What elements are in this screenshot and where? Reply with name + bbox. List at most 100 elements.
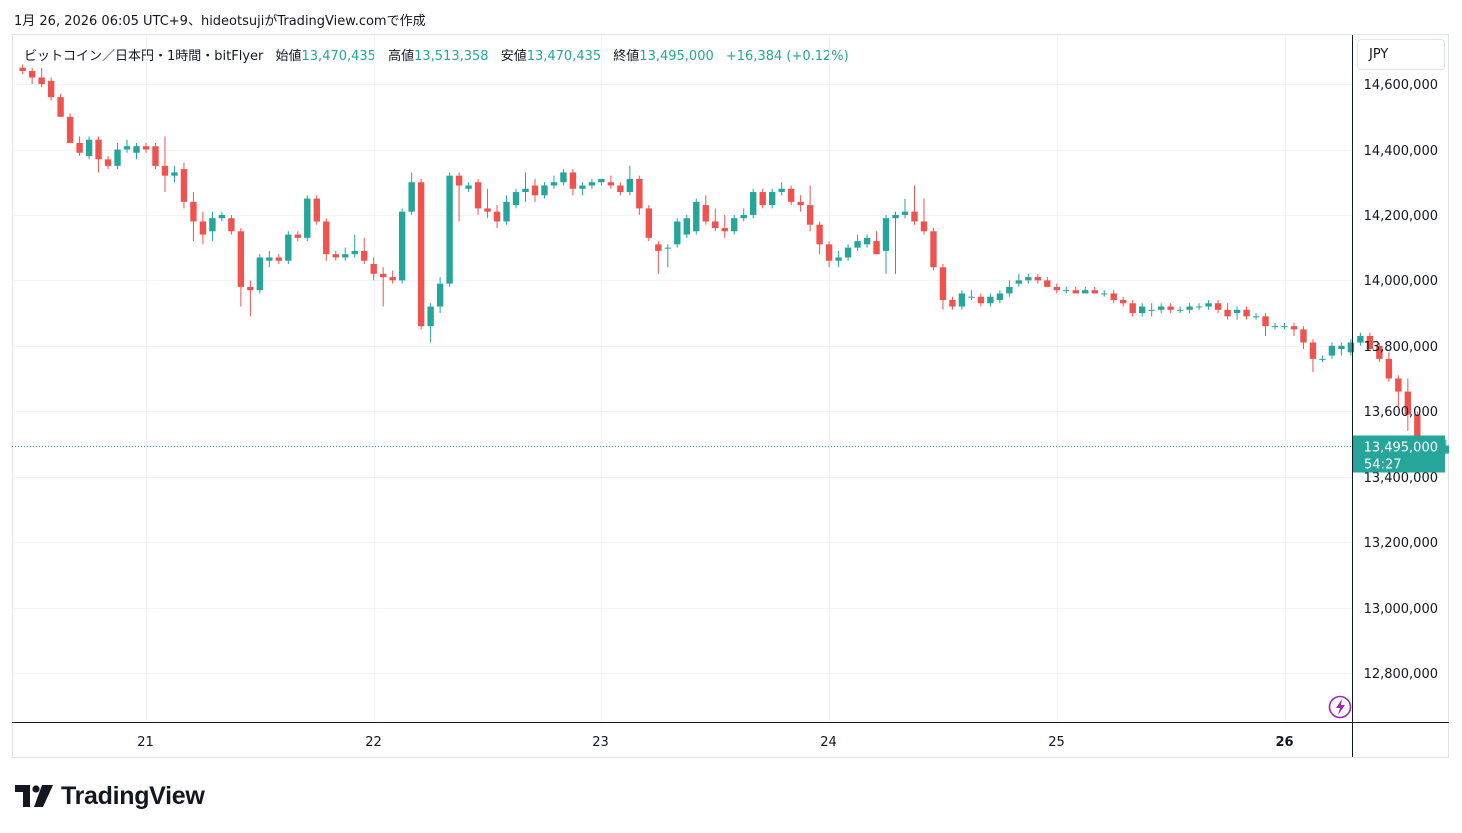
candle-body xyxy=(1205,303,1212,307)
candle xyxy=(1148,303,1155,317)
candle xyxy=(361,237,368,264)
legend-open-label: 始値 xyxy=(275,49,302,64)
candle-body xyxy=(1357,335,1364,343)
candle-body xyxy=(541,185,548,196)
y-tick-label: 14,400,000 xyxy=(1364,144,1438,159)
x-tick-label: 21 xyxy=(137,735,154,750)
candle xyxy=(787,185,795,206)
legend-symbol[interactable]: ビットコイン／日本円・1時間・bitFlyer xyxy=(24,49,264,64)
candle-body xyxy=(617,185,624,193)
candle-body xyxy=(693,201,700,232)
candle-body xyxy=(550,182,558,186)
candle-body xyxy=(1347,342,1355,353)
legend-low-value: 13,470,435 xyxy=(526,49,602,64)
candle-body xyxy=(323,221,330,255)
candle-body xyxy=(1148,309,1155,311)
candle-body xyxy=(1224,309,1231,317)
candle xyxy=(1290,322,1298,336)
candle xyxy=(958,290,966,310)
candle xyxy=(228,214,235,235)
candle-body xyxy=(825,244,833,261)
y-tick-label: 12,800,000 xyxy=(1364,667,1438,682)
tradingview-logo: TradingView xyxy=(15,782,205,810)
candle xyxy=(484,188,491,219)
candle xyxy=(427,303,434,343)
currency-button[interactable]: JPY xyxy=(1357,39,1445,70)
candle-body xyxy=(436,283,444,307)
candle xyxy=(304,195,311,242)
candle xyxy=(1176,306,1184,314)
candle xyxy=(949,296,956,310)
candle xyxy=(882,214,890,274)
candle-body xyxy=(446,175,453,284)
candle xyxy=(199,211,207,245)
candle-body xyxy=(455,175,463,186)
x-tick-label: 22 xyxy=(365,735,382,750)
candle xyxy=(1186,303,1193,314)
candle xyxy=(930,228,937,271)
candle xyxy=(1243,306,1250,320)
candle-body xyxy=(1290,326,1298,330)
candle-body xyxy=(1082,290,1089,294)
candle xyxy=(655,241,662,274)
y-tick-label: 14,600,000 xyxy=(1364,78,1438,93)
candles xyxy=(19,64,1449,467)
candle xyxy=(180,162,188,209)
candle xyxy=(522,172,529,202)
candle-body xyxy=(1138,306,1146,314)
candle-body xyxy=(911,211,918,222)
candle xyxy=(256,254,264,294)
candle xyxy=(1015,273,1023,287)
candle-body xyxy=(1281,326,1288,328)
candle xyxy=(541,182,548,199)
candle xyxy=(1262,313,1269,336)
candle xyxy=(446,172,453,287)
candle-body xyxy=(484,208,491,212)
candle xyxy=(569,169,577,196)
candle-body xyxy=(683,218,690,235)
candle-body xyxy=(1271,326,1279,328)
candle-body xyxy=(778,188,785,193)
x-tick-label: 24 xyxy=(820,735,837,750)
candle xyxy=(1138,303,1146,317)
candle xyxy=(835,250,842,268)
candle xyxy=(313,195,320,225)
candle xyxy=(702,195,709,225)
candle-body xyxy=(579,185,586,189)
candle-body xyxy=(1309,342,1317,359)
candle xyxy=(617,182,624,196)
candle-body xyxy=(342,254,349,258)
candle-body xyxy=(247,286,254,291)
candle xyxy=(379,267,387,307)
candle xyxy=(351,234,358,258)
candle-body xyxy=(835,257,842,261)
candle-body xyxy=(712,221,719,229)
candle xyxy=(38,67,45,88)
bar-countdown: 54:27 xyxy=(1364,458,1401,473)
lightning-icon[interactable] xyxy=(1328,695,1352,719)
candle xyxy=(1224,303,1231,320)
candle xyxy=(901,198,909,219)
candle-body xyxy=(560,172,567,183)
candle-body xyxy=(702,205,709,222)
candle xyxy=(579,182,586,196)
candle-body xyxy=(1243,309,1250,317)
candle-body xyxy=(1366,335,1374,350)
candle-body xyxy=(474,182,482,209)
y-tick-label: 13,000,000 xyxy=(1364,602,1438,617)
candle xyxy=(247,280,254,317)
x-tick-label: 26 xyxy=(1275,735,1293,750)
y-tick-label: 14,000,000 xyxy=(1364,274,1438,289)
candle xyxy=(844,244,852,261)
candle xyxy=(1157,303,1165,314)
candle xyxy=(996,290,1004,304)
candle xyxy=(114,142,121,170)
candle-body xyxy=(1034,277,1042,281)
candle-body xyxy=(636,178,643,209)
candle-body xyxy=(806,205,814,225)
candle-body xyxy=(1404,391,1412,415)
candle-body xyxy=(787,188,795,202)
candle xyxy=(721,214,728,238)
candle-body xyxy=(171,172,178,176)
